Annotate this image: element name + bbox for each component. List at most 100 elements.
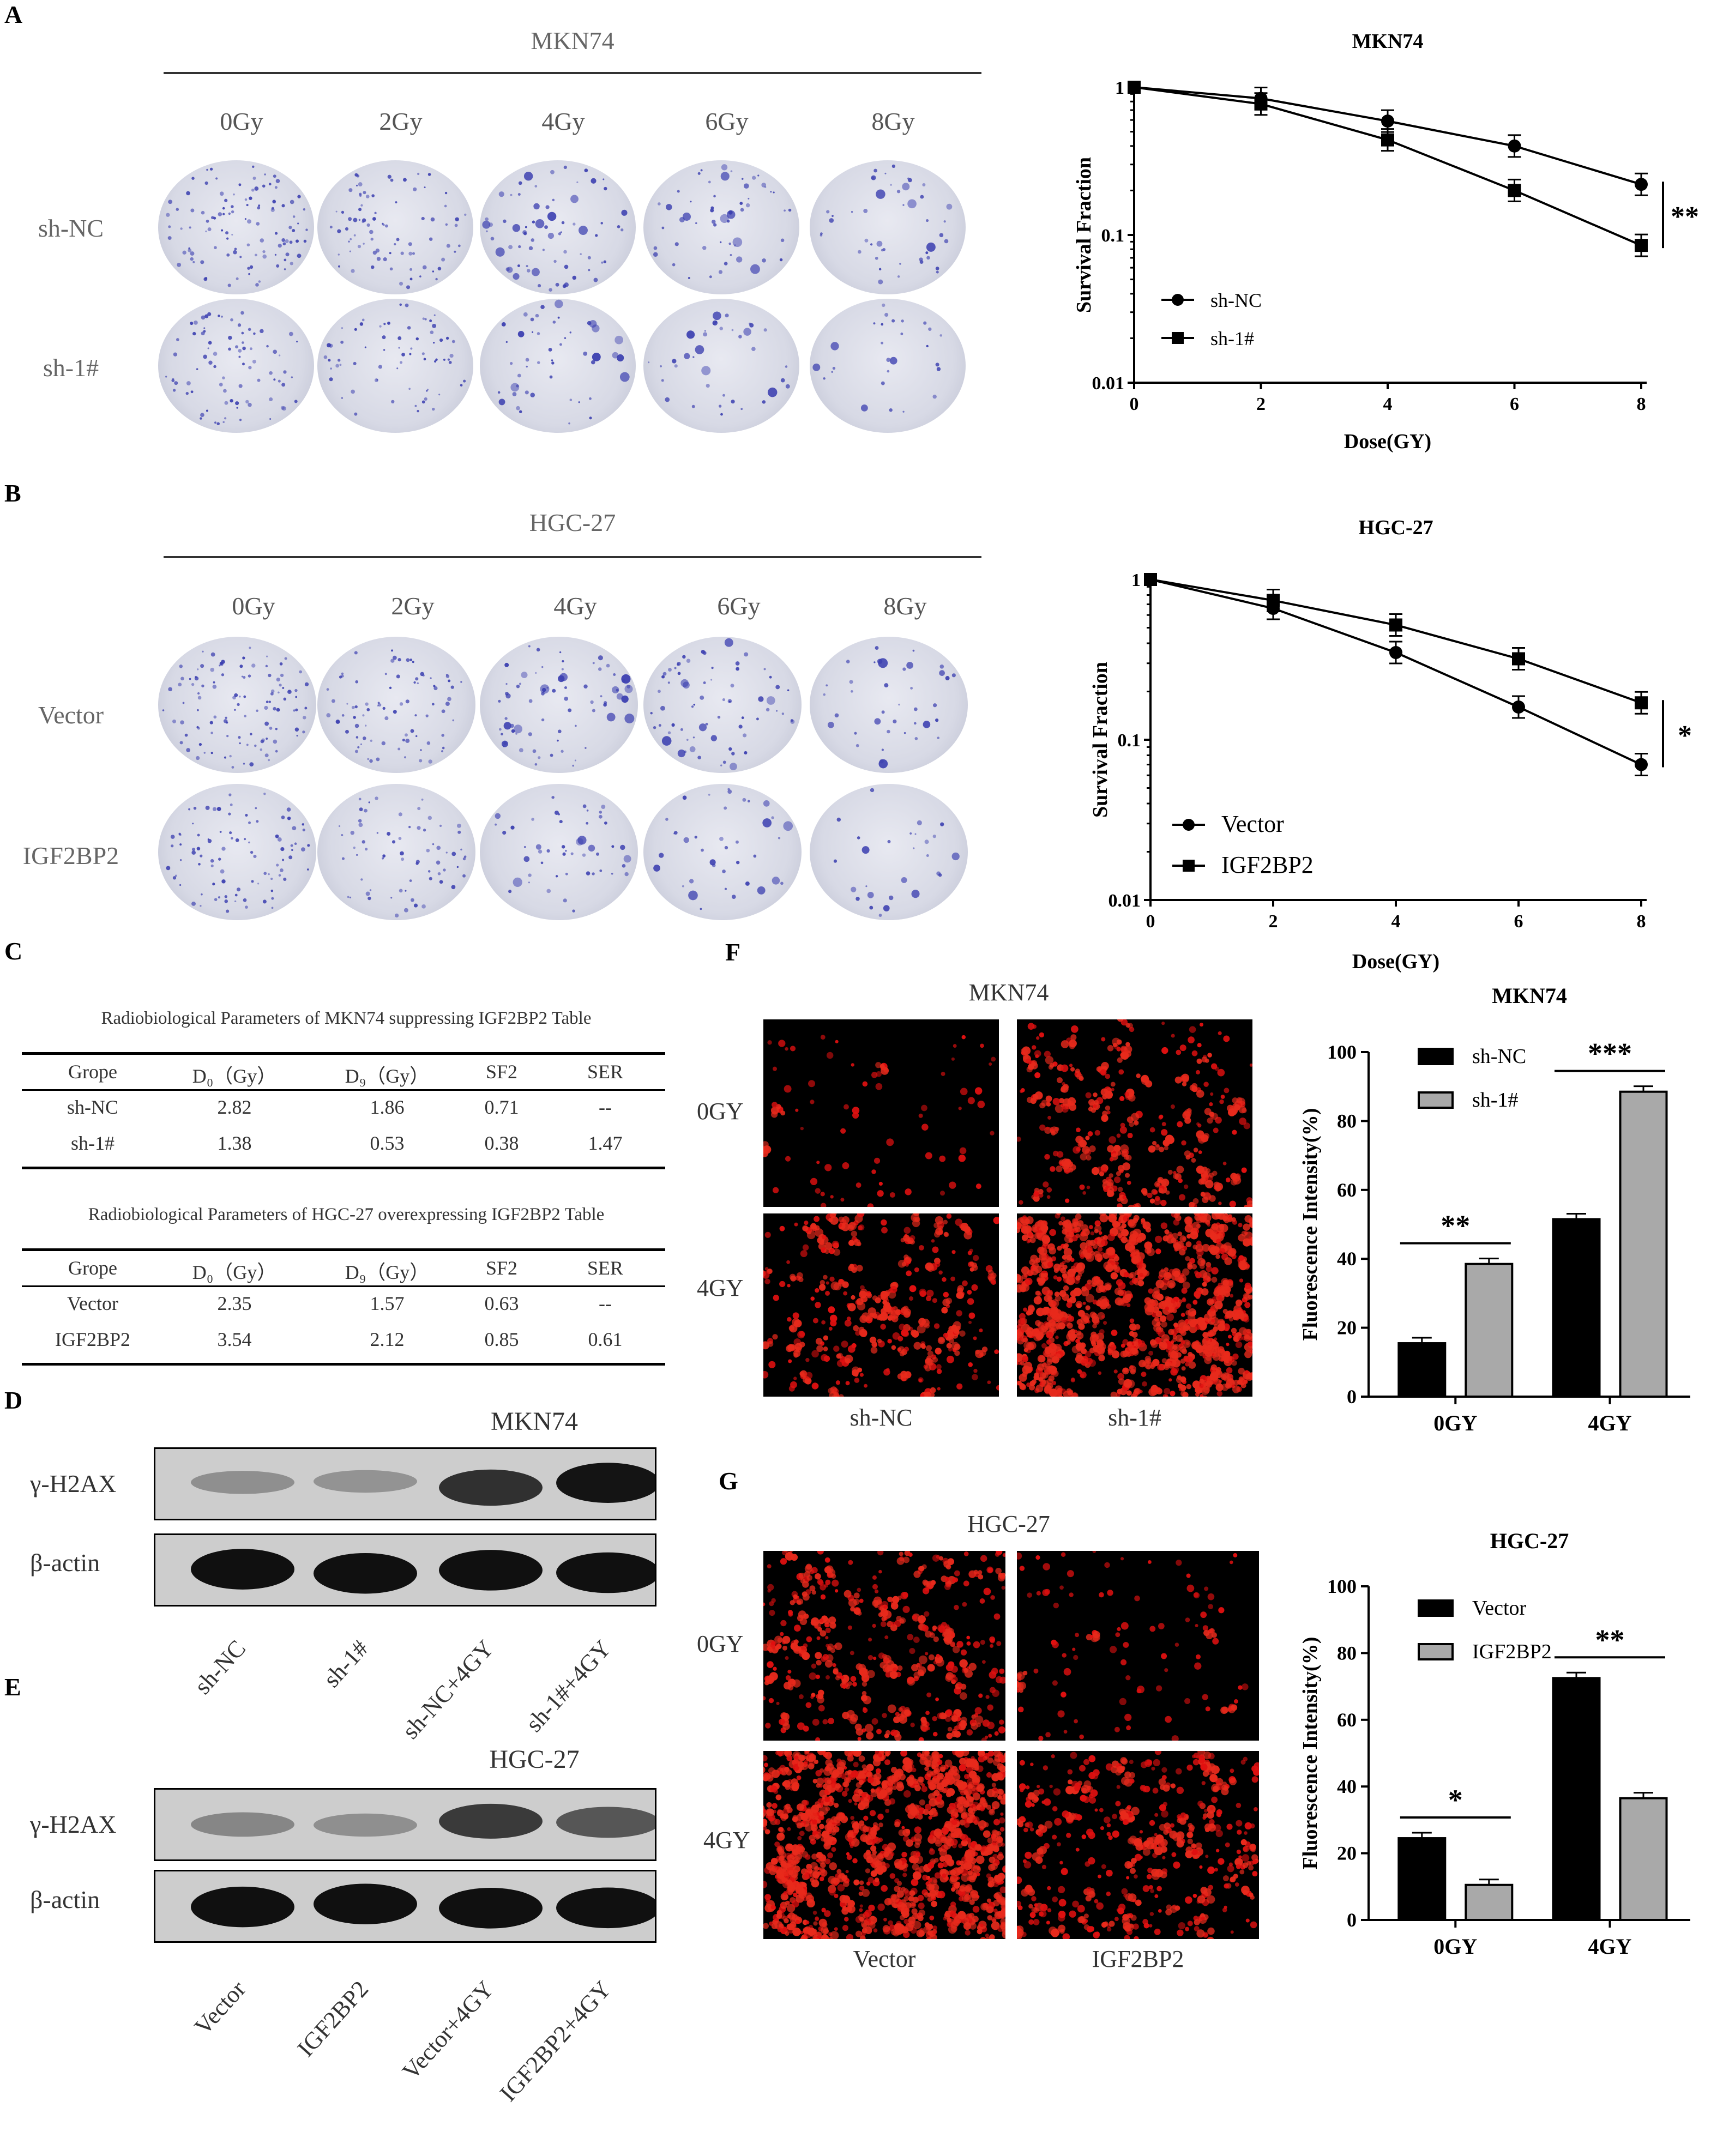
colony-dot <box>879 914 882 917</box>
cell-nucleus <box>828 1718 834 1724</box>
colony-dot <box>604 187 607 190</box>
cell-nucleus <box>901 1329 908 1337</box>
cell-nucleus <box>1083 1317 1089 1322</box>
colony-dot <box>368 897 371 900</box>
colony-dot <box>546 687 548 689</box>
cell-nucleus <box>880 1324 886 1330</box>
cell-nucleus <box>1131 1332 1137 1338</box>
colony-dot <box>562 660 564 662</box>
colony-dot <box>172 720 176 723</box>
colony-dot <box>744 652 748 656</box>
colony-dot <box>353 847 356 849</box>
colony-dot <box>399 812 402 816</box>
colony-dot <box>263 793 266 795</box>
colony-dot <box>712 863 716 867</box>
colony-dot <box>446 337 449 340</box>
cell-nucleus <box>776 1702 780 1705</box>
colony-dot <box>407 326 411 330</box>
cell-nucleus <box>1148 1351 1153 1356</box>
colony-dot <box>516 685 520 688</box>
colony-dot <box>498 700 501 703</box>
cell-nucleus <box>793 1595 798 1599</box>
colony-dot <box>548 233 554 239</box>
colony-dot <box>603 178 604 180</box>
cell-nucleus <box>903 1557 909 1563</box>
colony-dot <box>222 421 225 424</box>
colony-dot <box>573 276 576 280</box>
cell-nucleus <box>877 1190 883 1197</box>
colony-dot <box>228 793 231 796</box>
cell-nucleus <box>1125 1023 1130 1028</box>
colony-dot <box>251 189 255 192</box>
colony-dot <box>460 681 462 683</box>
cell-nucleus <box>1245 1283 1251 1289</box>
cell-nucleus <box>962 1035 966 1040</box>
cell-nucleus <box>982 1660 986 1664</box>
cell-nucleus <box>1132 1257 1138 1263</box>
cell-nucleus <box>1091 1108 1096 1113</box>
colony-dot <box>555 300 563 309</box>
cell-nucleus <box>1184 1698 1190 1704</box>
colony-dot <box>288 226 292 229</box>
cell-nucleus <box>854 1592 860 1598</box>
cell-nucleus <box>1168 1329 1174 1335</box>
cell-nucleus <box>785 1931 789 1936</box>
cell-nucleus <box>967 1298 974 1305</box>
colony-dot <box>542 688 546 692</box>
cell-nucleus <box>1206 1706 1210 1711</box>
cell-nucleus <box>1207 1332 1211 1337</box>
cell-nucleus <box>811 1350 819 1358</box>
cell-nucleus <box>1177 1328 1182 1333</box>
cell-nucleus <box>919 1114 923 1118</box>
cell-nucleus <box>999 1669 1004 1674</box>
colony-dot <box>210 668 214 672</box>
colony-dot <box>242 341 244 344</box>
colony-dot <box>362 219 366 222</box>
colony-dot <box>264 173 266 175</box>
colony-dot <box>482 221 490 229</box>
colony-dot <box>884 683 888 687</box>
cell-nucleus <box>1225 1327 1229 1331</box>
colony-dot <box>297 222 299 224</box>
colony-dot <box>762 818 772 828</box>
colony-dot <box>370 740 372 742</box>
cell-nucleus <box>935 1348 942 1354</box>
colony-dot <box>242 675 243 677</box>
colony-dot <box>358 819 362 823</box>
colony-dot <box>390 179 394 182</box>
cell-nucleus <box>825 1557 830 1563</box>
y-tick-label: 0.1 <box>1118 730 1141 751</box>
colony-dot <box>371 238 373 240</box>
cell-nucleus <box>1196 1165 1204 1174</box>
colony-dot <box>575 725 577 727</box>
cell-nucleus <box>1186 1155 1190 1159</box>
cell-nucleus <box>769 1648 773 1653</box>
colony-dot <box>571 852 574 855</box>
cell-nucleus <box>909 1235 915 1241</box>
colony-dot <box>531 818 534 821</box>
cell-nucleus <box>953 1044 957 1048</box>
cell-nucleus <box>1218 1031 1222 1035</box>
colony-dot <box>243 763 245 764</box>
cell-nucleus <box>955 1725 961 1730</box>
cell-nucleus <box>833 1248 840 1255</box>
cell-nucleus <box>1202 1282 1207 1287</box>
cell-nucleus <box>1173 1173 1179 1179</box>
colony-dot <box>575 760 576 762</box>
colony-dot <box>513 878 522 887</box>
colony-dot <box>393 710 397 714</box>
cell-nucleus <box>967 1290 972 1295</box>
cell-nucleus <box>1111 1330 1118 1336</box>
cell-nucleus <box>1160 1282 1167 1290</box>
cell-nucleus <box>1127 1342 1131 1346</box>
colony-dot <box>428 870 431 873</box>
cell-nucleus <box>947 1788 955 1796</box>
x-tick-label: 4 <box>1391 911 1401 932</box>
colony-dot <box>570 331 571 333</box>
colony-dot <box>935 718 938 722</box>
colony-dot <box>856 897 860 901</box>
colony-dot <box>208 347 209 349</box>
cell-nucleus <box>1209 1380 1213 1385</box>
colony-dot <box>603 703 607 707</box>
cell-nucleus <box>1037 1247 1045 1254</box>
